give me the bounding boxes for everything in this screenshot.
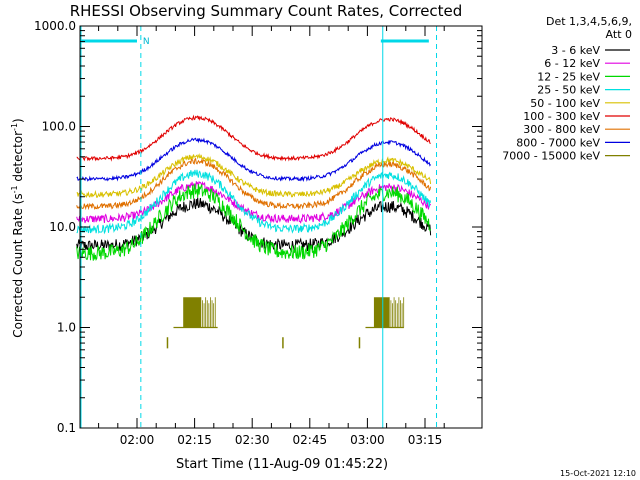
y-tick-label-1: 1.0	[57, 321, 76, 335]
legend-label-3: 25 - 50 keV	[537, 84, 600, 97]
chart-title: RHESSI Observing Summary Count Rates, Co…	[70, 2, 463, 20]
y-axis-label-end: )	[11, 118, 25, 123]
x-tick-label-1: 02:15	[177, 433, 212, 447]
legend-label-1: 6 - 12 keV	[544, 57, 600, 70]
legend-label-2: 12 - 25 keV	[537, 70, 600, 83]
series-line-4	[76, 153, 432, 198]
y-axis-label-sup2: -1	[10, 123, 19, 131]
y-axis-label-main: Corrected Count Rate (s	[11, 193, 25, 337]
series-line-7	[76, 137, 432, 183]
y-tick-label-4: 1000.0	[34, 19, 76, 33]
timestamp: 15-Oct-2021 12:10	[560, 469, 636, 478]
y-axis-label-mid: detector	[11, 131, 25, 186]
y-axis-label-sup1: -1	[10, 185, 19, 193]
series-line-3	[76, 169, 432, 235]
legend-label-0: 3 - 6 keV	[551, 44, 600, 57]
x-tick-label-4: 03:00	[350, 433, 385, 447]
legend-label-4: 50 - 100 keV	[530, 97, 600, 110]
y-tick-label-2: 10.0	[49, 220, 76, 234]
series-line-5	[76, 114, 431, 162]
burst-block-0	[183, 297, 201, 328]
x-axis-label: Start Time (11-Aug-09 01:45:22)	[176, 457, 388, 472]
y-tick-label-3: 100.0	[42, 120, 76, 134]
legend-label-8: 7000 - 15000 keV	[502, 150, 600, 163]
legend-label-6: 300 - 800 keV	[523, 123, 600, 136]
legend-header-1: Det 1,3,4,5,6,9,	[546, 15, 632, 28]
series-line-2	[76, 183, 432, 261]
legend-label-7: 800 - 7000 keV	[516, 136, 600, 149]
flag-bar-label: N	[143, 37, 150, 47]
legend-label-5: 100 - 300 keV	[523, 110, 600, 123]
x-tick-label-5: 03:15	[408, 433, 443, 447]
series-line-6	[76, 157, 432, 211]
burst-block-1	[373, 297, 390, 328]
series-line-1	[76, 180, 432, 224]
x-tick-label-2: 02:30	[235, 433, 270, 447]
x-tick-label-0: 02:00	[120, 433, 155, 447]
legend-header-2: Att 0	[606, 28, 632, 41]
y-tick-label-0: 0.1	[57, 421, 76, 435]
y-axis-label: Corrected Count Rate (s-1 detector-1)	[10, 118, 25, 337]
plot-area: N 0.1 1.0 10.0 100.0 1000.0 02:00 02:15 02:30 02:…	[34, 19, 483, 447]
x-tick-label-3: 02:45	[293, 433, 328, 447]
